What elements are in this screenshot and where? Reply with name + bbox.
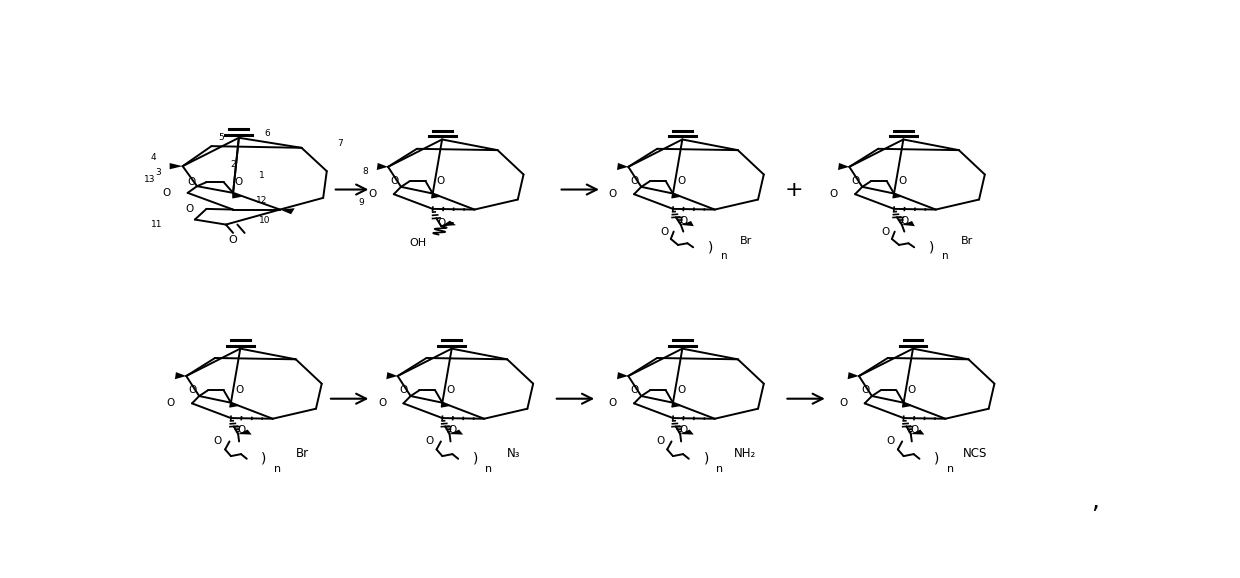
Text: Br: Br [296, 447, 309, 460]
Text: 9: 9 [358, 198, 365, 207]
Text: O: O [188, 386, 197, 395]
Text: O: O [677, 176, 686, 186]
Text: O: O [425, 436, 434, 446]
Text: ): ) [472, 452, 479, 466]
Polygon shape [175, 372, 186, 379]
Text: O: O [213, 436, 222, 446]
Text: 8: 8 [362, 166, 368, 176]
Text: OH: OH [410, 238, 427, 247]
Text: O: O [449, 425, 458, 435]
Text: n: n [485, 464, 492, 473]
Text: O: O [680, 425, 688, 435]
Polygon shape [901, 221, 915, 226]
Text: O: O [861, 386, 869, 395]
Text: 3: 3 [156, 168, 161, 177]
Text: O: O [436, 176, 445, 186]
Text: O: O [378, 398, 387, 409]
Polygon shape [848, 372, 859, 379]
Text: O: O [630, 176, 639, 186]
Polygon shape [441, 221, 456, 226]
Text: 7: 7 [337, 139, 343, 148]
Text: O: O [630, 386, 639, 395]
Text: O: O [680, 216, 688, 226]
Text: +: + [785, 180, 804, 199]
Text: 11: 11 [151, 220, 162, 228]
Text: n: n [941, 251, 949, 261]
Text: ): ) [934, 452, 940, 466]
Polygon shape [450, 429, 463, 435]
Text: n: n [274, 464, 281, 473]
Text: O: O [660, 227, 668, 236]
Polygon shape [387, 372, 398, 379]
Polygon shape [238, 429, 252, 435]
Text: 1: 1 [259, 171, 265, 180]
Text: 12: 12 [257, 196, 268, 205]
Polygon shape [681, 221, 694, 226]
Text: O: O [880, 227, 889, 236]
Text: 5: 5 [218, 133, 224, 142]
Text: ): ) [262, 452, 267, 466]
Text: O: O [234, 177, 242, 187]
Text: O: O [852, 176, 859, 186]
Text: O: O [887, 436, 895, 446]
Text: O: O [446, 386, 455, 395]
Text: O: O [187, 177, 195, 187]
Text: N₃: N₃ [507, 447, 521, 460]
Text: ): ) [708, 240, 713, 254]
Text: O: O [162, 188, 171, 198]
Text: n: n [946, 464, 954, 473]
Text: O: O [910, 425, 919, 435]
Text: ): ) [929, 240, 934, 254]
Text: 6: 6 [265, 129, 270, 138]
Polygon shape [681, 429, 693, 435]
Text: O: O [234, 386, 243, 395]
Text: O: O [399, 386, 408, 395]
Text: 10: 10 [259, 216, 270, 225]
Text: O: O [898, 176, 906, 186]
Polygon shape [911, 429, 924, 435]
Text: n: n [720, 251, 727, 261]
Text: O: O [656, 436, 665, 446]
Polygon shape [618, 372, 629, 379]
Text: O: O [185, 204, 193, 214]
Text: O: O [436, 218, 445, 228]
Text: O: O [839, 398, 848, 409]
Text: O: O [368, 189, 377, 199]
Text: n: n [715, 464, 723, 473]
Text: O: O [391, 176, 398, 186]
Text: O: O [900, 216, 909, 226]
Text: NH₂: NH₂ [733, 447, 755, 460]
Text: O: O [908, 386, 916, 395]
Text: Br: Br [961, 236, 973, 246]
Polygon shape [170, 163, 182, 169]
Text: O: O [228, 235, 237, 244]
Polygon shape [280, 208, 295, 214]
Text: NCS: NCS [963, 447, 987, 460]
Text: O: O [830, 189, 838, 199]
Polygon shape [377, 163, 388, 170]
Text: O: O [677, 386, 686, 395]
Text: Br: Br [740, 236, 753, 246]
Text: 13: 13 [144, 175, 155, 184]
Text: O: O [237, 425, 246, 435]
Text: O: O [166, 398, 175, 409]
Text: ,: , [1091, 489, 1099, 513]
Text: 4: 4 [151, 153, 156, 162]
Text: 2: 2 [231, 160, 236, 169]
Polygon shape [618, 163, 629, 170]
Text: O: O [609, 189, 618, 199]
Polygon shape [838, 163, 849, 170]
Text: O: O [609, 398, 618, 409]
Text: ): ) [703, 452, 709, 466]
